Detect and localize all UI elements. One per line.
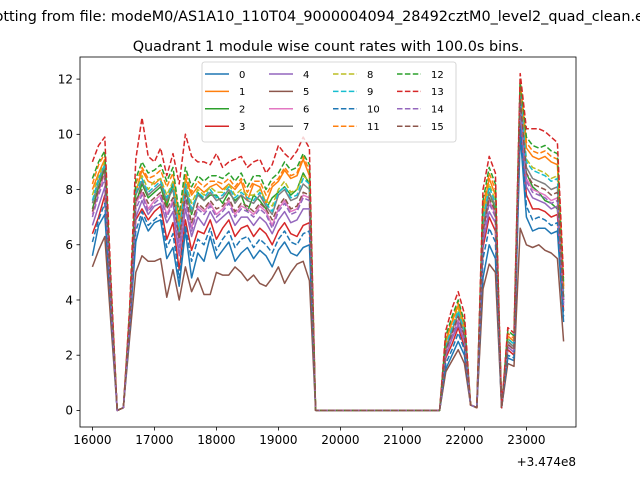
- x-tick-label: 18000: [197, 433, 235, 447]
- x-tick-label: 21000: [383, 433, 421, 447]
- y-axis: 0 2 4 6 8 10 12: [58, 72, 80, 418]
- legend-label-5: 5: [303, 87, 309, 98]
- series-layer: [91, 72, 565, 412]
- legend-label-2: 2: [239, 105, 245, 116]
- x-tick-label: 17000: [135, 433, 173, 447]
- series-line-2: [91, 105, 565, 412]
- x-tick-label: 23000: [507, 433, 545, 447]
- x-tick-label: 19000: [259, 433, 297, 447]
- series-line-9: [91, 92, 565, 412]
- chart-title: Quadrant 1 module wise count rates with …: [133, 39, 524, 55]
- x-tick-label: 22000: [445, 433, 483, 447]
- legend-label-4: 4: [303, 70, 309, 81]
- x-tick-label: 20000: [321, 433, 359, 447]
- legend-label-12: 12: [431, 70, 444, 81]
- legend-label-10: 10: [367, 105, 380, 116]
- legend-label-6: 6: [303, 105, 309, 116]
- series-line-15: [91, 97, 565, 412]
- legend-label-3: 3: [239, 122, 245, 133]
- y-tick-label: 8: [65, 183, 73, 197]
- series-line-13: [91, 72, 565, 412]
- x-axis-offset-label: +3.474e8: [517, 455, 576, 469]
- series-line-5: [91, 227, 565, 412]
- legend-label-9: 9: [367, 87, 373, 98]
- legend-frame: [201, 61, 457, 143]
- legend-label-14: 14: [431, 105, 444, 116]
- legend-label-13: 13: [431, 87, 444, 98]
- series-line-6: [91, 100, 565, 412]
- y-tick-label: 2: [65, 349, 73, 363]
- y-tick-label: 6: [65, 238, 73, 252]
- y-tick-label: 0: [65, 404, 73, 418]
- legend-label-8: 8: [367, 70, 373, 81]
- x-tick-label: 16000: [73, 433, 111, 447]
- legend-label-1: 1: [239, 87, 245, 98]
- plot-area-frame: [79, 56, 577, 428]
- y-tick-label: 10: [58, 128, 73, 142]
- legend-label-7: 7: [303, 122, 309, 133]
- y-tick-label: 12: [58, 72, 73, 86]
- chart-suptitle: Plotting from file: modeM0/AS1A10_110T04…: [0, 9, 640, 25]
- legend-label-11: 11: [367, 122, 380, 133]
- series-line-14: [91, 103, 565, 412]
- series-line-8: [91, 89, 565, 412]
- legend-label-0: 0: [239, 70, 245, 81]
- x-axis: 16000 17000 18000 19000 20000 21000 22000 23000: [73, 427, 545, 447]
- legend-label-15: 15: [431, 122, 444, 133]
- y-tick-label: 4: [65, 293, 73, 307]
- series-line-4: [91, 111, 565, 412]
